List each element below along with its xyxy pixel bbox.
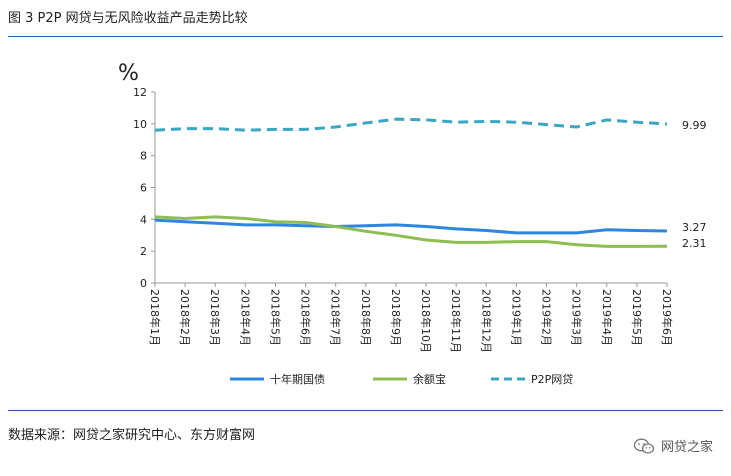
x-tick-label: 2018年3月 [208, 289, 222, 346]
end-value-label: 9.99 [682, 119, 707, 132]
y-tick-label: 8 [140, 150, 147, 163]
legend-label: 余额宝 [413, 372, 446, 386]
y-tick-label: 6 [140, 182, 147, 195]
x-tick-label: 2019年3月 [570, 289, 584, 346]
x-tick-label: 2019年2月 [540, 289, 554, 346]
top-divider [8, 36, 723, 37]
y-axis-unit: % [118, 61, 139, 86]
x-tick-label: 2018年6月 [299, 289, 313, 346]
x-tick-label: 2018年10月 [419, 289, 433, 353]
y-tick-label: 12 [133, 86, 147, 99]
bottom-divider [8, 410, 723, 411]
legend-label: 十年期国债 [270, 372, 325, 386]
series-line-1 [154, 218, 668, 235]
end-value-label: 2.31 [682, 237, 707, 250]
x-tick-label: 2018年9月 [389, 289, 403, 346]
y-tick-label: 4 [140, 213, 147, 226]
x-tick-label: 2018年11月 [449, 289, 463, 353]
x-tick-label: 2018年7月 [329, 289, 343, 346]
end-value-label: 3.27 [682, 221, 707, 234]
x-tick-label: 2019年4月 [600, 289, 614, 346]
legend-label: P2P网贷 [531, 372, 573, 386]
x-tick-label: 2019年6月 [660, 289, 674, 346]
x-tick-label: 2019年1月 [509, 289, 523, 346]
wechat-icon [633, 438, 655, 454]
x-tick-label: 2019年5月 [630, 289, 644, 346]
x-tick-label: 2018年2月 [178, 289, 192, 346]
data-source: 数据来源：网贷之家研究中心、东方财富网 [8, 428, 256, 443]
y-tick-label: 2 [140, 245, 147, 258]
x-tick-label: 2018年1月 [148, 289, 162, 346]
watermark: 网贷之家 [633, 436, 713, 455]
chart-title: 图 3 P2P 网贷与无风险收益产品走势比较 [8, 11, 248, 26]
series-line-3 [154, 117, 668, 132]
y-tick-label: 0 [140, 277, 147, 290]
line-chart: % 0 2 4 6 8 10 12 2018年1月 2018年2月 2018年3月 2018年4月 20… [118, 61, 707, 386]
x-tick-label: 2018年5月 [268, 289, 282, 346]
x-tick-label: 2018年4月 [238, 289, 252, 346]
watermark-text: 网贷之家 [660, 440, 713, 455]
y-tick-label: 10 [133, 118, 147, 131]
x-tick-label: 2018年8月 [359, 289, 373, 346]
series-line-2 [154, 215, 668, 248]
x-tick-label: 2018年12月 [479, 289, 493, 353]
